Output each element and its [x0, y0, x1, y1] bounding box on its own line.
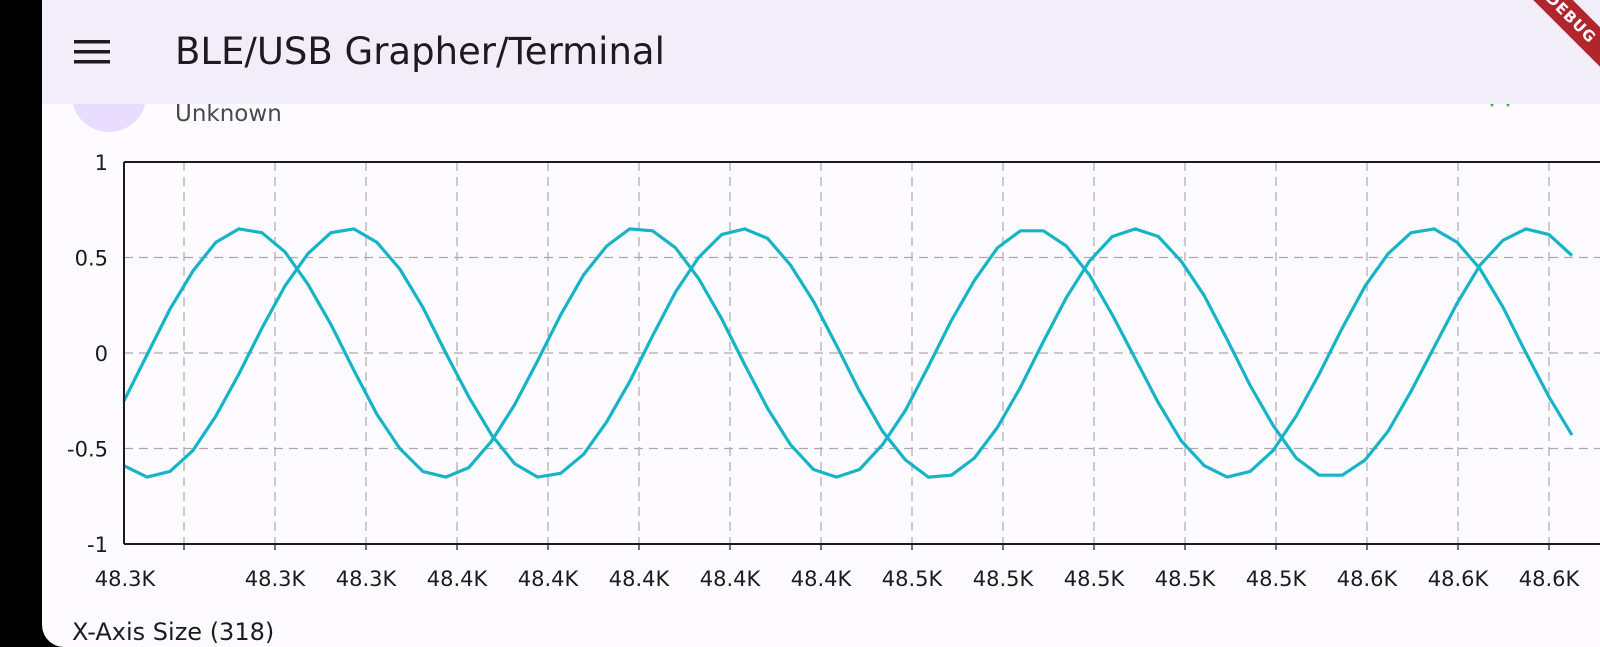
x-tick-label: 48.6K: [1337, 567, 1399, 591]
app-bar: BLE/USB Grapher/Terminal DEBUG: [42, 0, 1600, 104]
x-tick-label: 48.5K: [1246, 567, 1308, 591]
x-tick-label: 48.4K: [791, 567, 853, 591]
x-tick-label: 48.4K: [700, 567, 762, 591]
x-tick-label: 48.4K: [518, 567, 580, 591]
line-chart: 10.50-0.5-1 48.3K 48.3K 48.3K 48.4K 48.4K 48.…: [67, 151, 1600, 591]
series-line-2: [123, 227, 1574, 479]
x-tick-label: 48.3K: [336, 567, 398, 591]
x-axis-size-label: X-Axis Size (318): [72, 618, 275, 646]
y-axis-ticks: 1 0.5 0 -0.5 -1: [67, 151, 108, 557]
x-tick-label: 48.5K: [973, 567, 1035, 591]
x-tick-label: 48.4K: [427, 567, 489, 591]
y-tick-label: 0: [95, 342, 108, 366]
plot-frame: [123, 161, 1600, 545]
y-tick-label: 1: [95, 151, 108, 175]
app-title: BLE/USB Grapher/Terminal: [175, 30, 665, 73]
x-tick-label: 48.4K: [609, 567, 671, 591]
x-tick-label: 48.5K: [1064, 567, 1126, 591]
x-tick-label: 48.3K: [95, 567, 157, 591]
x-axis-ticks: 48.3K 48.3K 48.3K 48.4K 48.4K 48.4K 48.4K 48.4K…: [95, 567, 1581, 591]
y-tick-label: -0.5: [67, 438, 108, 462]
y-tick-label: -1: [87, 533, 108, 557]
x-tick-label: 48.3K: [245, 567, 307, 591]
y-tick-label: 0.5: [75, 247, 108, 271]
x-tick-label: 48.5K: [882, 567, 944, 591]
hamburger-menu-icon[interactable]: [72, 32, 112, 72]
app-window: 1 0.5 0 -0.5 -1 48.3K 48.3K 48.3K 48.4K 48.4K 48.…: [42, 0, 1600, 647]
device-status: Unknown: [175, 101, 282, 127]
series-layer: [122, 227, 1574, 479]
chart-area: 1 0.5 0 -0.5 -1 48.3K 48.3K 48.3K 48.4K 48.4K 48.…: [42, 0, 1600, 647]
x-tick-label: 48.6K: [1519, 567, 1581, 591]
series-line-1: [122, 227, 1574, 479]
debug-banner: DEBUG: [1508, 0, 1600, 81]
x-tick-label: 48.5K: [1155, 567, 1217, 591]
x-tick-label: 48.6K: [1428, 567, 1490, 591]
